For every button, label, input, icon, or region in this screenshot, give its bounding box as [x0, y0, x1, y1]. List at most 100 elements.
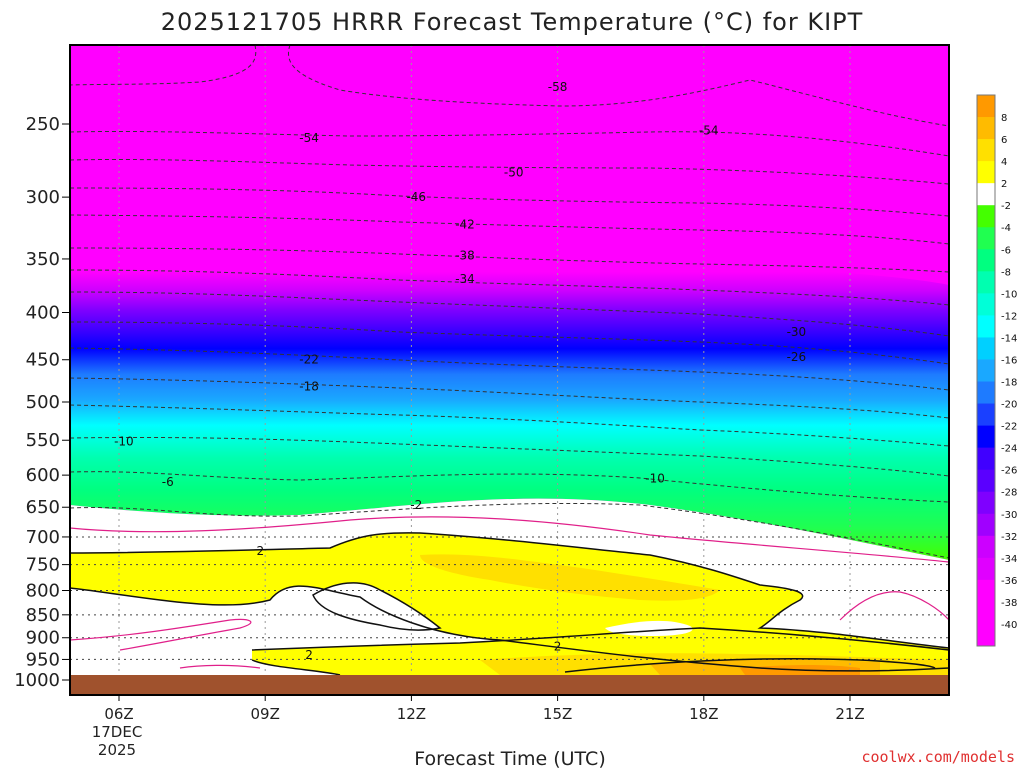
- y-tick-label-350: 350: [26, 249, 60, 270]
- x-tick-label-06Z: 06Z: [104, 705, 133, 723]
- colorbar-tick-label: -18: [1001, 378, 1017, 389]
- colorbar-swatch: [977, 205, 995, 228]
- contour-label: -54: [299, 131, 319, 145]
- colorbar-swatch: [977, 117, 995, 140]
- colorbar-swatch: [977, 315, 995, 338]
- contour-label: -30: [787, 325, 807, 339]
- contour-label: -10: [114, 435, 134, 449]
- chart-title: 2025121705 HRRR Forecast Temperature (°C…: [161, 8, 864, 36]
- colorbar-swatch: [977, 491, 995, 515]
- colorbar-tick-label: -28: [1001, 488, 1017, 499]
- y-tick-label-850: 850: [26, 605, 60, 626]
- colorbar-tick-label: -34: [1001, 554, 1017, 565]
- colorbar-tick-label: -2: [1001, 201, 1011, 212]
- colorbar-swatch: [977, 557, 995, 581]
- y-tick-label-250: 250: [26, 114, 60, 135]
- ground-below-surface: [70, 675, 949, 695]
- colorbar-swatch: [977, 337, 995, 360]
- x-tick-label-12Z: 12Z: [397, 705, 426, 723]
- y-tick-label-450: 450: [26, 350, 60, 371]
- colorbar-swatch: [977, 381, 995, 405]
- contour-label: 2: [305, 648, 313, 662]
- colorbar-tick-label: -40: [1001, 620, 1017, 631]
- warm-core-1: [420, 554, 720, 601]
- colorbar-tick-label: -6: [1001, 245, 1011, 256]
- x-tick-label-15Z: 15Z: [543, 705, 572, 723]
- colorbar-swatch: [977, 579, 995, 603]
- colorbar-tick-label: -10: [1001, 289, 1017, 300]
- contour-label: -46: [406, 190, 426, 204]
- colorbar-swatch: [977, 293, 995, 316]
- colorbar-swatch: [977, 227, 995, 250]
- x-axis: 06Z 09Z 12Z 15Z 18Z 21Z: [104, 695, 865, 723]
- plot-border: [69, 44, 950, 696]
- colorbar-swatch: [977, 359, 995, 383]
- contour-label: -38: [455, 248, 475, 262]
- colorbar-tick-label: 2: [1001, 179, 1007, 190]
- contour-label: -42: [455, 217, 475, 231]
- warm-isotherms: [70, 532, 949, 676]
- y-tick-label-300: 300: [26, 187, 60, 208]
- colorbar-tick-label: -4: [1001, 223, 1011, 234]
- colorbar-swatch: [977, 403, 995, 427]
- colorbar-tick-label: -16: [1001, 355, 1017, 366]
- y-tick-label-550: 550: [26, 430, 60, 451]
- y-tick-label-400: 400: [26, 303, 60, 324]
- contour-label: -50: [504, 165, 524, 179]
- cold-isotherms: [70, 45, 949, 559]
- colorbar-swatch: [977, 535, 995, 559]
- plot-area: -58-54-54-50-46-42-38-34-30-26-22-18-10-…: [70, 45, 949, 695]
- x-date-label-year: 2025: [98, 741, 136, 759]
- colorbar-swatch: [977, 95, 995, 118]
- contour-label: 2: [554, 640, 562, 654]
- y-tick-label-900: 900: [26, 628, 60, 649]
- colorbar-tick-label: -26: [1001, 466, 1017, 477]
- colorbar-tick-label: -24: [1001, 444, 1017, 455]
- y-tick-label-600: 600: [26, 465, 60, 486]
- freezing-contours: [70, 516, 949, 669]
- y-tick-label-1000: 1000: [14, 670, 60, 691]
- contour-label: -54: [699, 123, 719, 137]
- colorbar-tick-label: 6: [1001, 135, 1007, 146]
- colorbar-tick-label: 8: [1001, 113, 1007, 124]
- x-axis-label: Forecast Time (UTC): [414, 748, 605, 768]
- colorbar-swatch: [977, 249, 995, 272]
- x-tick-label-21Z: 21Z: [835, 705, 864, 723]
- colorbar-tick-label: -22: [1001, 422, 1017, 433]
- credit-text: coolwx.com/models: [861, 748, 1015, 766]
- x-tick-label-09Z: 09Z: [251, 705, 280, 723]
- colorbar-tick-label: -32: [1001, 532, 1017, 543]
- y-tick-label-700: 700: [26, 527, 60, 548]
- colorbar-tick-label: -12: [1001, 311, 1017, 322]
- x-date-label-day: 17DEC: [92, 723, 143, 741]
- colorbar-swatch: [977, 425, 995, 449]
- y-tick-label-650: 650: [26, 497, 60, 518]
- contour-label: -22: [299, 353, 319, 367]
- colorbar: 8 6 4 2 -2 -4 -6 -8 -10 -12 -14 -16 -18 -20 -22 -24 -26 -…: [976, 94, 1017, 647]
- contour-label: -58: [548, 80, 568, 94]
- x-tick-label-18Z: 18Z: [689, 705, 718, 723]
- y-tick-label-750: 750: [26, 555, 60, 576]
- colorbar-swatch: [977, 601, 995, 625]
- y-tick-label-500: 500: [26, 392, 60, 413]
- colorbar-tick-label: -38: [1001, 598, 1017, 609]
- contour-label: -6: [162, 475, 174, 489]
- colorbar-tick-label: -36: [1001, 576, 1017, 587]
- colorbar-tick-label: 4: [1001, 157, 1007, 168]
- colorbar-swatch: [977, 469, 995, 493]
- colorbar-swatch: [977, 183, 995, 206]
- x-gridlines: [118, 45, 851, 695]
- y-tick-label-950: 950: [26, 649, 60, 670]
- colorbar-tick-label: -30: [1001, 510, 1017, 521]
- contour-labels: -58-54-54-50-46-42-38-34-30-26-22-18-10-…: [114, 80, 807, 662]
- colorbar-tick-label: -14: [1001, 333, 1017, 344]
- contour-label: -34: [455, 272, 475, 286]
- contour-label: -10: [645, 471, 665, 485]
- contour-label: -26: [787, 350, 807, 364]
- colorbar-swatch: [977, 271, 995, 294]
- colorbar-swatch: [977, 513, 995, 537]
- colorbar-swatch: [977, 139, 995, 162]
- colorbar-swatch: [977, 447, 995, 471]
- contour-label: -2: [410, 498, 422, 512]
